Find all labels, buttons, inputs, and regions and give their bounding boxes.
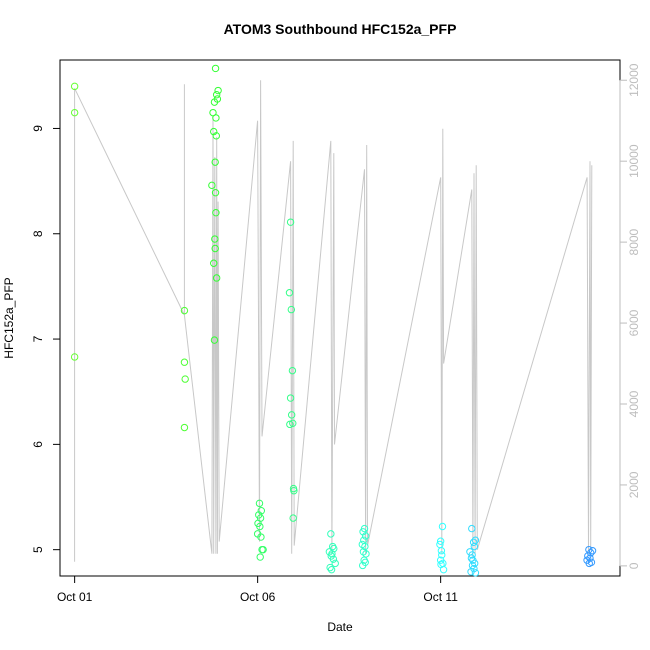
data-point (469, 538, 478, 547)
data-point (438, 551, 446, 559)
data-point (584, 552, 592, 560)
data-point (257, 507, 266, 515)
data-point (439, 565, 448, 574)
right-tick-label: 12000 (627, 63, 641, 97)
data-point (290, 487, 298, 495)
data-point (210, 127, 218, 136)
data-point (214, 86, 222, 95)
data-point (212, 114, 220, 122)
data-point (212, 132, 220, 140)
data-point (286, 420, 294, 429)
data-point (438, 522, 447, 531)
x-tick-label: Oct 06 (240, 590, 276, 604)
data-point (361, 532, 370, 540)
secondary-series-layer (74, 80, 593, 562)
data-point (468, 551, 476, 559)
data-point (70, 108, 79, 117)
data-point (256, 522, 264, 531)
data-point (471, 569, 480, 577)
right-tick-label: 2000 (627, 471, 641, 498)
data-point (331, 559, 339, 568)
data-point (327, 565, 336, 574)
data-point (327, 530, 335, 538)
data-point (288, 366, 297, 375)
right-tick-label: 0 (627, 562, 641, 569)
data-point (181, 375, 189, 383)
plot-frame (59, 59, 621, 577)
data-point (470, 542, 479, 551)
data-point (287, 305, 296, 314)
data-point (359, 528, 367, 536)
data-point (211, 235, 219, 243)
data-point (70, 353, 79, 361)
points-layer (70, 64, 597, 577)
data-point (326, 563, 334, 572)
data-point (255, 499, 264, 508)
x-axis-label: Date (327, 620, 353, 634)
data-point (180, 358, 189, 366)
data-point (180, 423, 189, 432)
right-tick-label: 10000 (627, 144, 641, 178)
secondary-series-line (74, 80, 593, 562)
data-point (286, 218, 295, 226)
data-point (259, 545, 267, 554)
data-point (210, 98, 219, 106)
chart-title: ATOM3 Southbound HFC152a_PFP (224, 21, 457, 37)
data-point (287, 411, 296, 419)
data-point (70, 82, 79, 91)
data-point (467, 568, 475, 576)
data-point (208, 181, 216, 190)
right-tick-label: 6000 (627, 309, 641, 336)
y-tick-label: 7 (31, 335, 45, 342)
y-tick-label: 5 (31, 546, 45, 553)
y-tick-label: 9 (31, 125, 45, 132)
data-point (211, 158, 219, 166)
data-point (211, 64, 220, 73)
data-point (289, 514, 297, 522)
data-point (212, 91, 221, 99)
data-point (211, 188, 220, 197)
right-tick-label: 4000 (627, 390, 641, 417)
data-point (585, 559, 593, 568)
data-point (467, 554, 476, 562)
y-axis: 5 6 7 8 9 (31, 125, 61, 553)
data-point (436, 537, 445, 545)
x-axis: Oct 01 Oct 06 Oct 11 (57, 575, 458, 604)
y-axis-label: HFC152a_PFP (2, 277, 16, 358)
data-point (212, 208, 220, 217)
right-tick-label: 8000 (627, 228, 641, 255)
x-tick-label: Oct 11 (423, 590, 458, 604)
data-point (257, 533, 265, 541)
data-point (470, 559, 479, 568)
data-point (468, 524, 476, 533)
data-point (588, 547, 597, 555)
data-point (329, 555, 338, 563)
data-point (210, 259, 218, 267)
data-point (210, 336, 219, 344)
data-point (212, 274, 221, 282)
x-tick-label: Oct 01 (57, 590, 93, 604)
data-point (285, 289, 294, 297)
data-point (361, 542, 369, 551)
data-point (256, 553, 264, 561)
data-point (286, 394, 295, 402)
data-point (358, 561, 367, 570)
data-point (180, 306, 189, 315)
right-y-axis: 0 2000 4000 6000 8000 10000 12000 (619, 63, 641, 569)
data-point (211, 244, 219, 253)
data-point (437, 547, 446, 555)
y-tick-label: 8 (31, 230, 45, 237)
y-tick-label: 6 (31, 441, 45, 448)
